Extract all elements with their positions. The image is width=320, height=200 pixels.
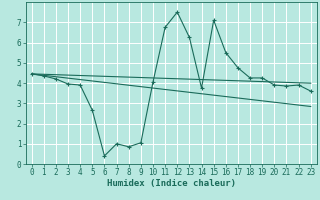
X-axis label: Humidex (Indice chaleur): Humidex (Indice chaleur) xyxy=(107,179,236,188)
